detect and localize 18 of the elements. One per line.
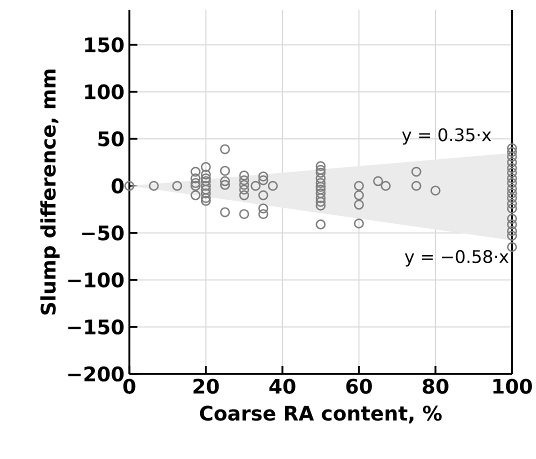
y-tick-label: 100 [85,84,124,100]
y-tick-label: 0 [112,178,124,194]
annotation: y = −0.58·x [404,250,508,267]
y-tick-label: −100 [68,272,124,288]
x-tick-label: 20 [194,378,219,394]
y-tick-label: −200 [68,366,124,382]
x-axis-title: Coarse RA content, % [200,406,442,424]
y-axis-title: Slump difference, mm [40,70,60,315]
y-tick-label: −150 [68,320,124,335]
x-tick-label: 0 [123,378,136,394]
x-tick-label: 40 [269,378,296,394]
x-tick-label: 100 [493,378,532,394]
x-tick-label: 80 [422,378,448,394]
y-tick-label: 150 [85,37,124,53]
y-tick-label: 50 [98,131,124,147]
x-tick-label: 60 [346,378,372,394]
annotation: y = 0.35·x [402,128,492,145]
y-tick-label: −50 [82,226,124,241]
